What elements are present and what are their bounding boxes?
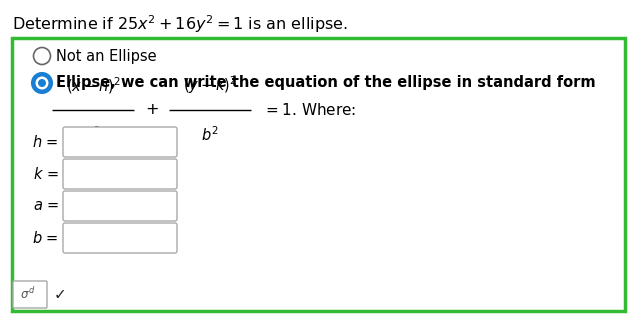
Bar [12,38,625,311]
Text: $+$: $+$ [145,103,159,117]
Text: $(y - k)^2$: $(y - k)^2$ [183,74,237,96]
Text: $a^2$: $a^2$ [84,125,102,144]
Text: $b^2$: $b^2$ [201,125,219,144]
Circle shape [36,77,48,89]
Text: $k$ =: $k$ = [33,166,59,182]
Text: $h$ =: $h$ = [32,134,59,150]
Text: Not an Ellipse: Not an Ellipse [56,48,157,63]
FancyBboxPatch shape [13,281,47,308]
Text: $\sigma^d$: $\sigma^d$ [20,287,36,302]
Text: Determine if $25x^2 + 16y^2 = 1$ is an ellipse.: Determine if $25x^2 + 16y^2 = 1$ is an e… [12,13,348,35]
Text: $b$ =: $b$ = [32,230,59,246]
FancyBboxPatch shape [63,127,177,157]
Circle shape [34,47,51,64]
Text: $a$ =: $a$ = [33,198,59,214]
Text: ✓: ✓ [54,287,67,302]
Text: $= 1$. Where:: $= 1$. Where: [263,102,356,118]
Text: $(x - h)^2$: $(x - h)^2$ [65,75,121,96]
Text: Ellipse, we can write the equation of the ellipse in standard form: Ellipse, we can write the equation of th… [56,75,596,90]
FancyBboxPatch shape [63,191,177,221]
FancyBboxPatch shape [63,159,177,189]
Circle shape [38,79,46,87]
FancyBboxPatch shape [63,223,177,253]
Circle shape [32,73,52,93]
